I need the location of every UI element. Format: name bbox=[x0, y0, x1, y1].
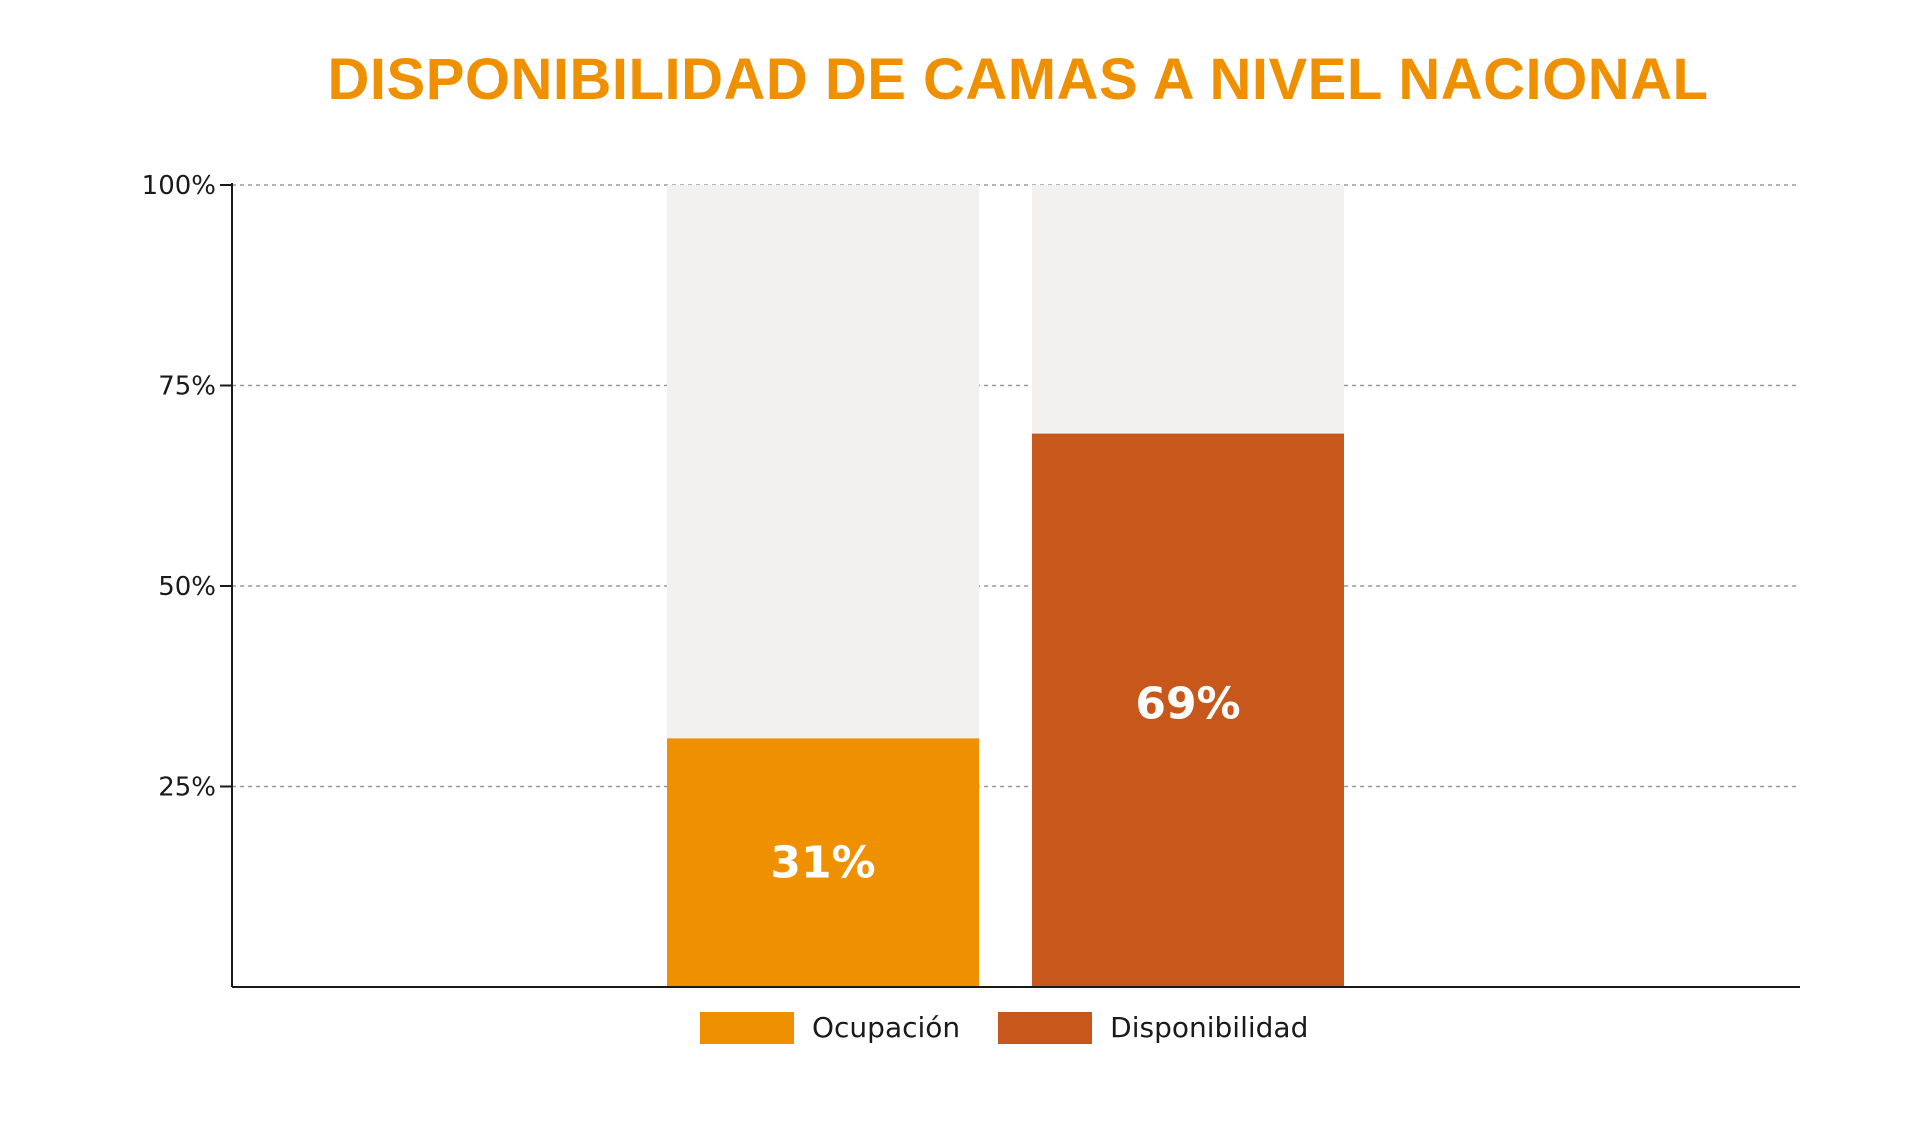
bar-1 bbox=[1032, 433, 1344, 987]
grid-lines bbox=[232, 184, 1800, 788]
chart-title: DISPONIBILIDAD DE CAMAS A NIVEL NACIONAL bbox=[327, 47, 1709, 112]
y-tick-label-25: 25% bbox=[158, 773, 216, 803]
bar-0 bbox=[667, 738, 979, 987]
y-tick-label-75: 75% bbox=[158, 372, 216, 402]
bar-value-labels: 31% 69% bbox=[770, 679, 1240, 889]
legend: Ocupación Disponibilidad bbox=[700, 1011, 1346, 1044]
legend-swatch-disponibilidad bbox=[998, 1011, 1093, 1044]
y-tick-label-100: 100% bbox=[142, 171, 216, 201]
legend-label-ocupacion: Ocupación bbox=[812, 1011, 961, 1044]
legend-item-ocupacion: Ocupación bbox=[700, 1011, 960, 1044]
y-tick-label-50: 50% bbox=[158, 572, 216, 602]
bar-value-label-1: 69% bbox=[1135, 679, 1240, 730]
legend-item-disponibilidad: Disponibilidad bbox=[998, 1011, 1308, 1044]
bar-value-label-0: 31% bbox=[770, 838, 875, 889]
legend-label-disponibilidad: Disponibilidad bbox=[1110, 1011, 1309, 1044]
axes bbox=[231, 183, 1800, 988]
bars bbox=[667, 185, 1344, 987]
y-axis-ticks: 25% 50% 75% 100% bbox=[142, 171, 232, 803]
legend-swatch-ocupacion bbox=[700, 1011, 794, 1044]
